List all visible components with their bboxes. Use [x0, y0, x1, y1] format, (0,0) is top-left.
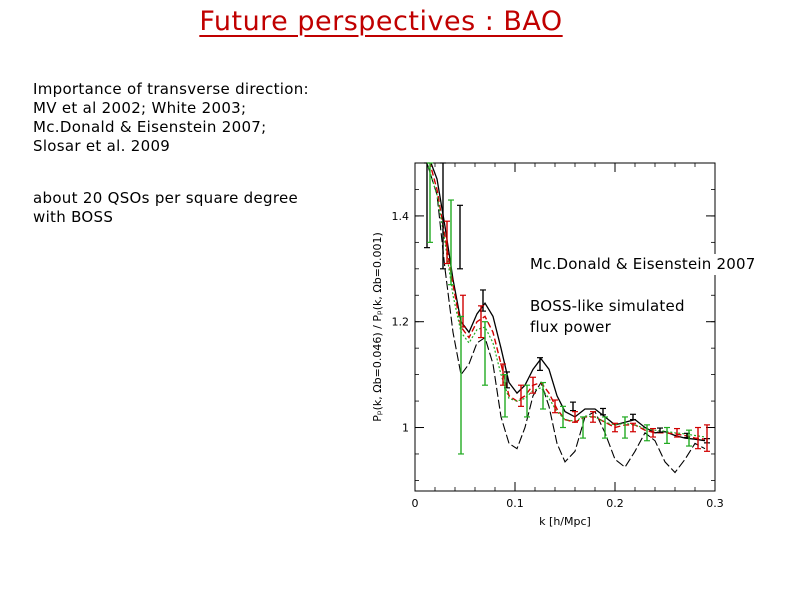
annotation-boss-line: flux power: [530, 318, 611, 336]
x-tick-label: 0.1: [506, 497, 524, 510]
bao-figure: 0 0.1 0.2 0.3 1 1.2 1.4 k [h/Mpc] Pₚ(k, Ωb=0.046…: [360, 155, 740, 535]
boss-note-line: about 20 QSOs per square degree: [33, 189, 299, 207]
intro-line: Slosar et al. 2009: [33, 137, 171, 155]
intro-line: MV et al 2002; White 2003;: [33, 99, 247, 117]
series-line-green-dotted: [426, 163, 706, 438]
intro-line: Mc.Donald & Eisenstein 2007;: [33, 118, 267, 136]
y-tick-label: 1.2: [392, 316, 410, 329]
boss-note-line: with BOSS: [33, 208, 114, 226]
y-tick-label: 1.4: [392, 210, 410, 223]
slide-title: Future perspectives : BAO: [199, 6, 563, 37]
series-line-black-long-dash: [426, 163, 706, 474]
x-tick-label: 0.3: [706, 497, 724, 510]
x-axis-label: k [h/Mpc]: [539, 515, 591, 528]
flux-power-ratio-chart: 0 0.1 0.2 0.3 1 1.2 1.4 k [h/Mpc] Pₚ(k, Ωb=0.046…: [371, 162, 724, 528]
x-tick-label: 0.2: [606, 497, 624, 510]
intro-line: Importance of transverse direction:: [33, 80, 309, 98]
intro-text: Importance of transverse direction: MV e…: [33, 80, 309, 156]
y-tick-label: 1: [402, 422, 409, 435]
annotation-boss: BOSS-like simulated flux power: [528, 296, 687, 338]
x-tick-label: 0: [412, 497, 419, 510]
y-axis-label: Pₚ(k, Ωb=0.046) / Pₚ(k, Ωb=0.001): [371, 232, 384, 421]
annotation-mcdonald: Mc.Donald & Eisenstein 2007: [528, 254, 758, 275]
boss-note: about 20 QSOs per square degree with BOS…: [33, 189, 298, 227]
annotation-boss-line: BOSS-like simulated: [530, 297, 685, 315]
plot-frame: [414, 162, 716, 492]
